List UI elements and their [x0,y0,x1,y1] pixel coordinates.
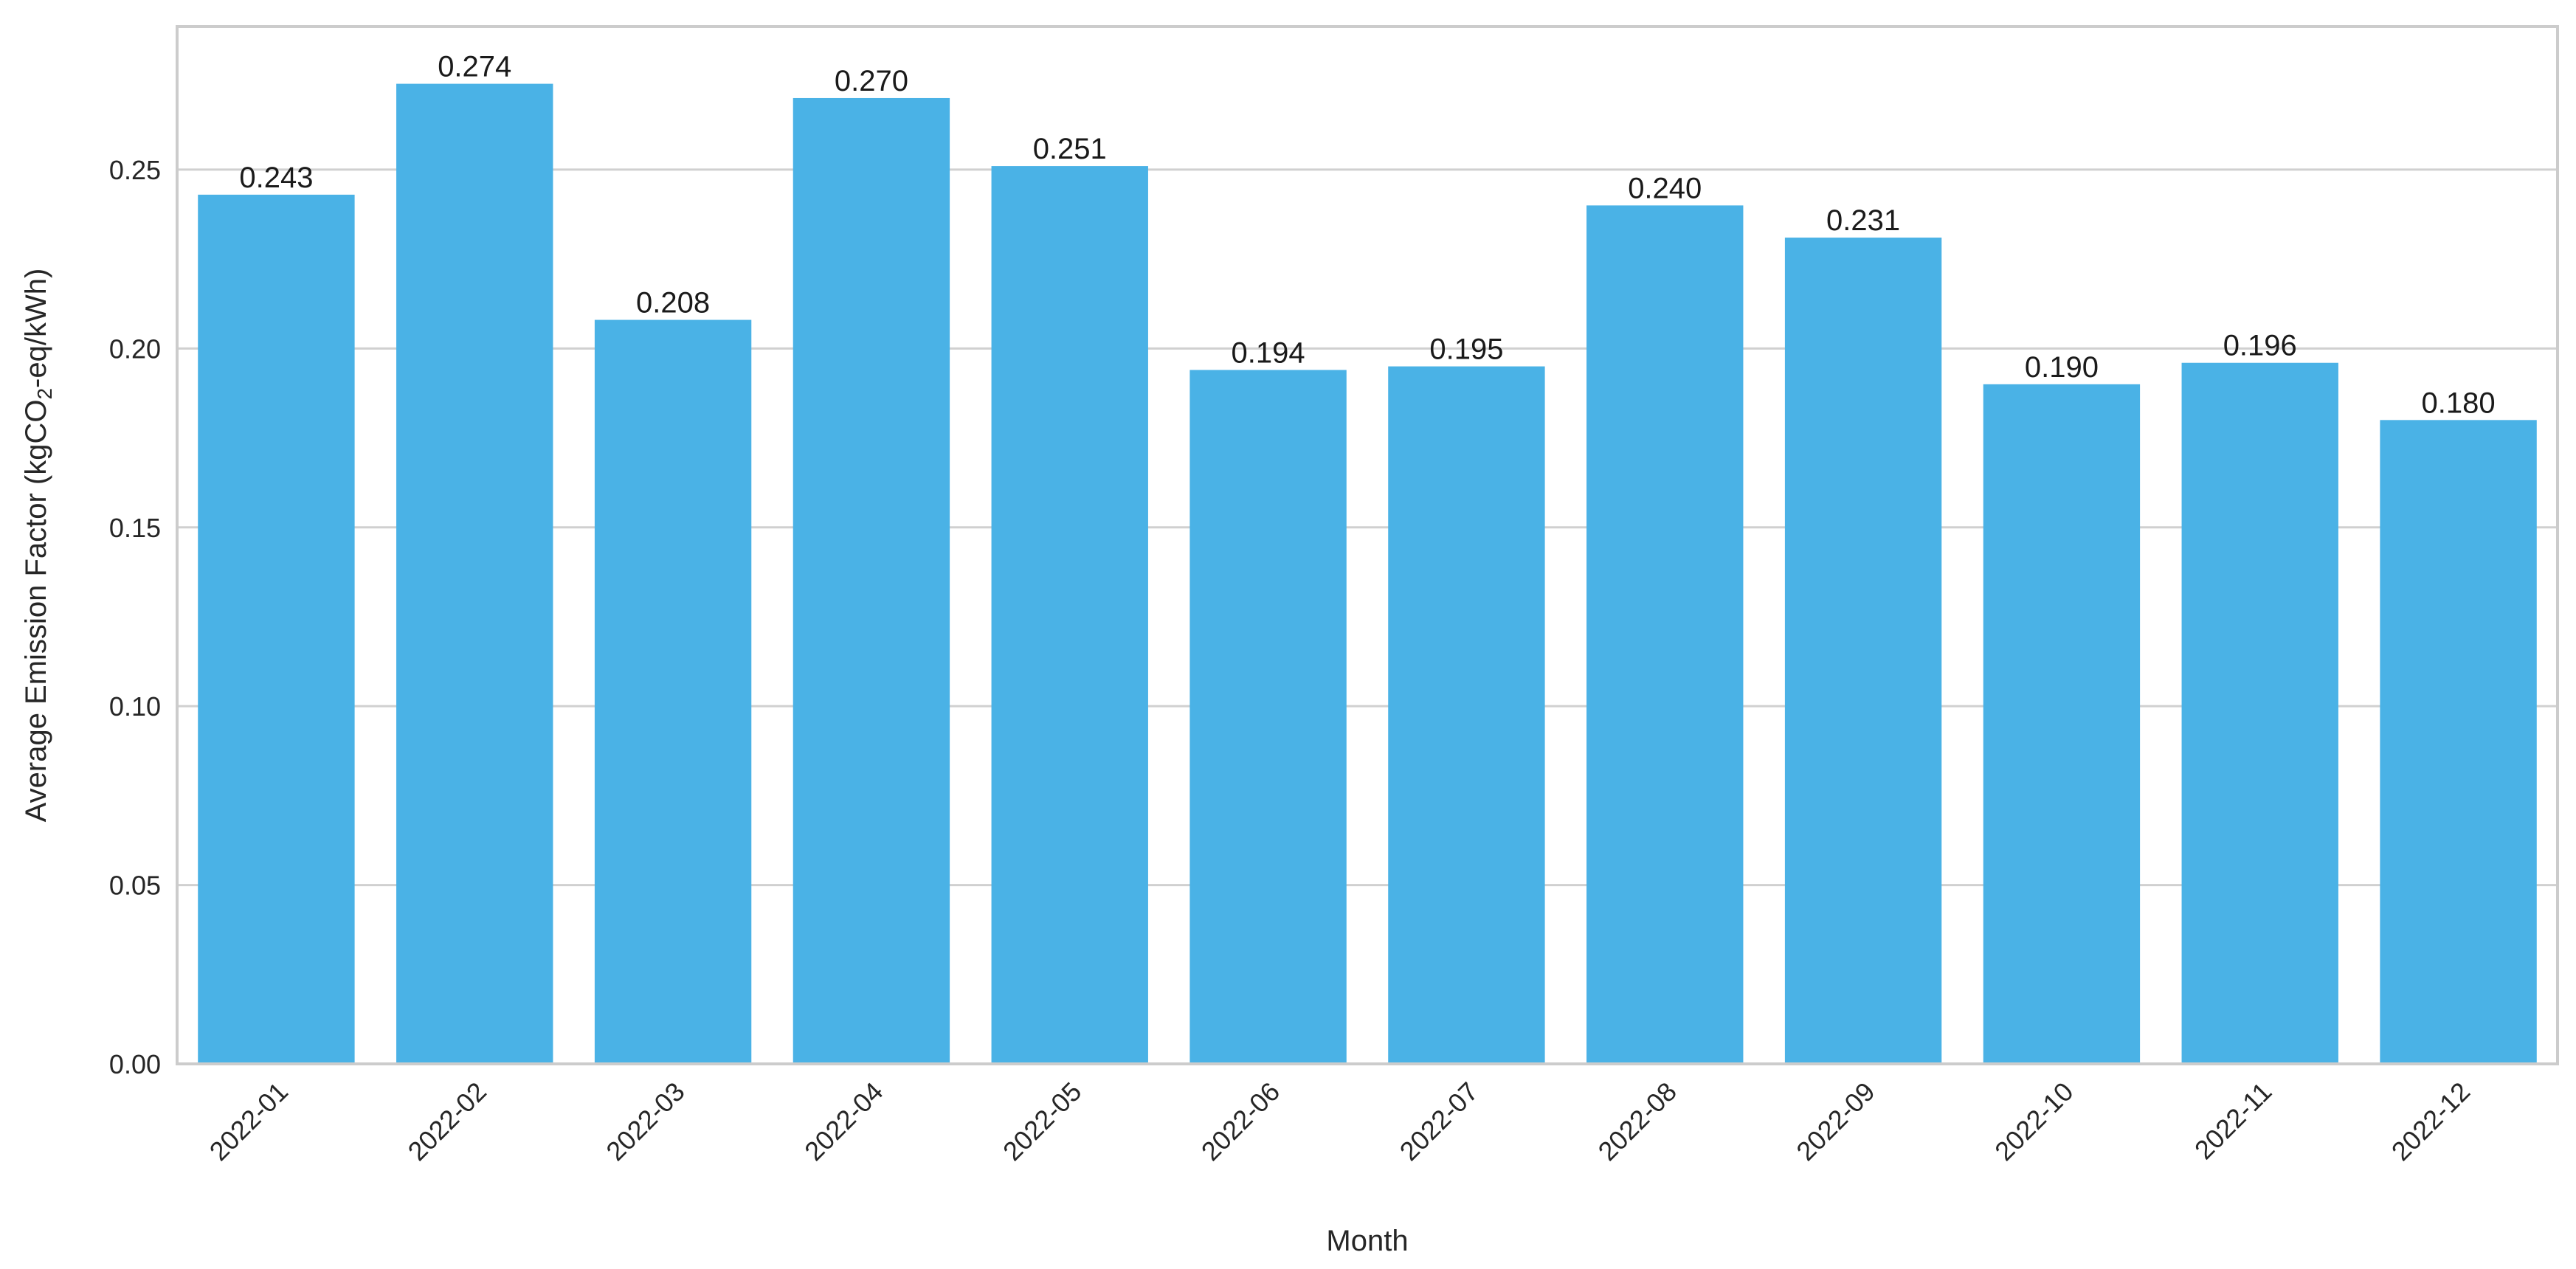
bar [2380,420,2537,1064]
y-axis-title-subscript: 2 [33,388,56,400]
y-axis-title: Average Emission Factor (kgCO2-eq/kWh) [20,269,56,823]
x-tick-label: 2022-05 [997,1076,1087,1166]
data-label: 0.190 [2025,351,2099,384]
bars [198,83,2537,1065]
data-label: 0.194 [1232,336,1305,369]
data-label: 0.208 [636,287,710,319]
data-label: 0.243 [239,162,313,194]
y-tick-label: 0.15 [109,513,161,543]
x-tick-label: 2022-09 [1790,1076,1880,1166]
bar [1784,238,1942,1064]
bar [198,194,355,1065]
data-label: 0.196 [2223,330,2297,362]
bar [991,166,1148,1064]
x-tick-label: 2022-03 [600,1076,690,1166]
x-tick-label: 2022-01 [204,1076,294,1166]
y-axis-title-suffix: -eq/kWh) [20,269,52,388]
data-label: 0.231 [1826,204,1900,237]
data-label: 0.270 [835,65,908,97]
x-tick-labels: 2022-01 2022-02 2022-03 2022-04 2022-05 2022-… [204,1076,2476,1166]
y-tick-labels: 0.00 0.05 0.10 0.15 0.20 0.25 [109,155,161,1079]
data-label: 0.180 [2422,387,2496,419]
plot-frame [176,25,2559,1065]
bar [594,319,752,1065]
bar [1586,205,1744,1064]
x-tick-label: 2022-11 [2189,1076,2278,1166]
y-axis-title-prefix: Average Emission Factor (kgCO [20,400,52,823]
y-tick-label: 0.25 [109,155,161,185]
bar [793,97,950,1064]
y-tick-label: 0.00 [109,1049,161,1079]
data-label: 0.251 [1033,133,1107,165]
bar [396,83,553,1065]
y-tick-label: 0.05 [109,871,161,901]
x-tick-label: 2022-08 [1592,1076,1682,1166]
x-tick-label: 2022-02 [401,1076,491,1166]
x-tick-label: 2022-07 [1394,1076,1484,1166]
x-tick-label: 2022-04 [798,1076,888,1166]
x-tick-label: 2022-12 [2386,1076,2476,1166]
x-tick-label: 2022-10 [1989,1076,2079,1166]
bar [1983,384,2141,1064]
x-axis-title: Month [1326,1225,1408,1257]
data-label: 0.274 [438,51,511,83]
bar [1388,366,1545,1065]
x-tick-label: 2022-06 [1195,1076,1285,1166]
data-labels: 0.243 0.274 0.208 0.270 0.251 0.194 0.195 0.240… [239,51,2495,420]
bar [1189,370,1347,1065]
data-label: 0.195 [1429,333,1503,366]
y-tick-label: 0.20 [109,333,161,364]
data-label: 0.240 [1628,172,1702,204]
y-tick-label: 0.10 [109,691,161,722]
bar [2181,362,2338,1065]
